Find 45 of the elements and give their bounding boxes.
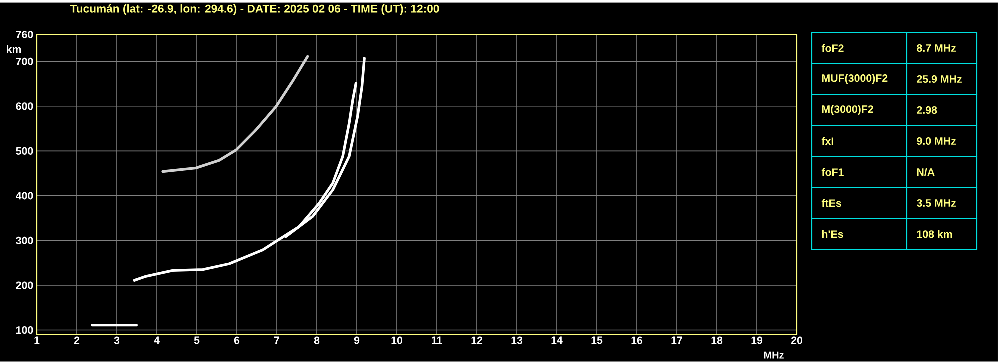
text: fxI xyxy=(822,137,834,146)
y-tick-label: 700 xyxy=(16,58,34,66)
x-tick-label: 16 xyxy=(632,336,643,344)
x-tick-label: 8 xyxy=(314,336,320,344)
x-tick-label: 15 xyxy=(592,336,603,344)
text: N/A xyxy=(917,168,935,176)
x-tick-label: 14 xyxy=(552,336,563,344)
x-tick-label: 4 xyxy=(154,336,160,344)
y-tick-label: 600 xyxy=(16,102,34,110)
x-tick-label: 13 xyxy=(512,336,523,344)
text: MUF(3000)F2 xyxy=(822,74,888,84)
text: 2.98 xyxy=(917,106,938,114)
x-axis-title: MHz xyxy=(764,352,784,359)
chart-title: Tucumán (lat: -26.9, lon: 294.6) - DATE: 2025 02 06 - TIME (UT): 12:00 xyxy=(70,4,440,15)
x-tick-label: 17 xyxy=(672,336,682,344)
x-tick-label: 2 xyxy=(74,336,80,344)
text: h'Es xyxy=(822,230,844,238)
text: 3.5 MHz xyxy=(916,199,956,207)
x-tick-label: 3 xyxy=(114,336,120,344)
x-tick-label: 5 xyxy=(194,336,200,344)
y-axis-title: km xyxy=(7,45,22,54)
text: foF2 xyxy=(822,44,844,52)
y-tick-label: 100 xyxy=(16,326,34,334)
text: ftEs xyxy=(822,199,842,208)
text: 8.7 MHz xyxy=(917,44,956,52)
x-tick-label: 10 xyxy=(392,336,403,344)
text: 25.9 MHz xyxy=(917,75,962,83)
y-tick-label: 200 xyxy=(16,282,34,290)
x-tick-label: 7 xyxy=(274,336,280,344)
y-tick-label: 760 xyxy=(16,30,34,38)
y-tick-label: 400 xyxy=(16,192,34,200)
text: foF1 xyxy=(822,168,844,176)
x-tick-label: 19 xyxy=(752,336,763,344)
y-tick-label: 300 xyxy=(16,236,34,244)
y-tick-label: 500 xyxy=(16,147,34,155)
x-tick-label: 6 xyxy=(234,336,240,344)
x-tick-label: 20 xyxy=(791,336,803,344)
text: 108 km xyxy=(917,230,952,238)
x-tick-label: 9 xyxy=(354,336,360,344)
x-tick-label: 12 xyxy=(472,336,483,344)
x-tick-label: 1 xyxy=(34,336,40,344)
x-tick-label: 11 xyxy=(432,336,442,344)
text: 9.0 MHz xyxy=(917,137,956,145)
text: M(3000)F2 xyxy=(822,105,874,116)
x-tick-label: 18 xyxy=(712,336,723,344)
